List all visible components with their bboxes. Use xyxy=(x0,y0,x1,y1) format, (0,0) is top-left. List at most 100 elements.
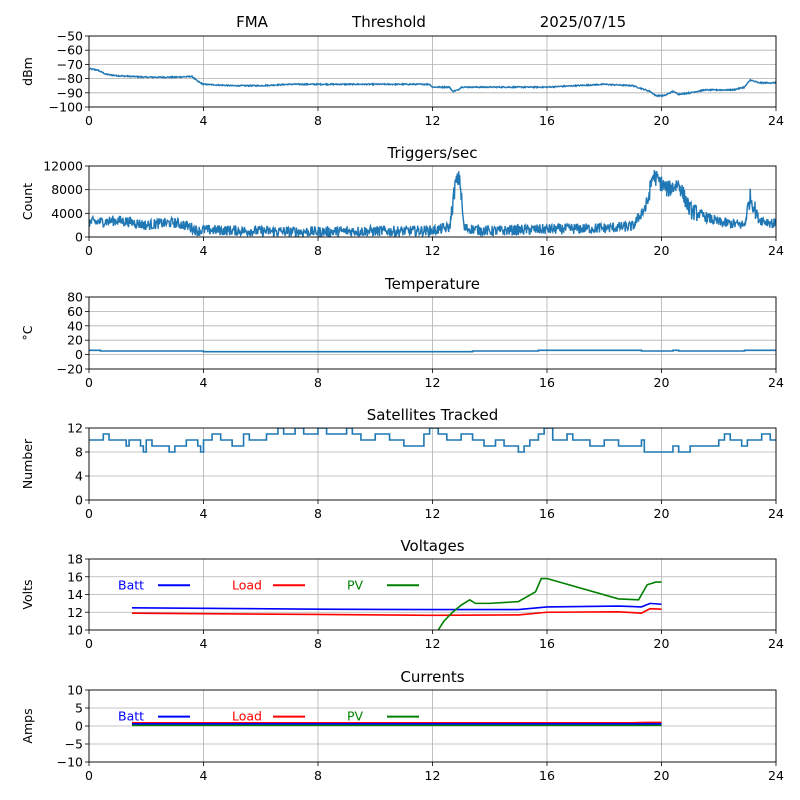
legend-label-pv: PV xyxy=(347,709,364,724)
x-tick-label: 24 xyxy=(768,113,784,128)
panel-signal: 0 4 8 12 16 20 24 −100−90−80−70−60−50 dBm xyxy=(20,29,784,129)
x-tick-label: 12 xyxy=(425,375,441,390)
header-left: FMA xyxy=(236,13,269,31)
y-tick-label: 4000 xyxy=(51,206,83,221)
series-line xyxy=(89,170,776,237)
x-tick-label: 20 xyxy=(654,768,670,783)
x-tick-label: 16 xyxy=(539,375,555,390)
x-tick-label: 20 xyxy=(654,506,670,521)
y-tick-label: 8000 xyxy=(51,182,83,197)
panel-voltages: Batt Load PV 0 4 8 12 16 20 24 10 12 14 16 18 Voltages V… xyxy=(20,537,784,651)
panel-title: Currents xyxy=(400,668,464,686)
y-tick-label: 0 xyxy=(75,347,83,362)
series-line-load xyxy=(131,607,662,617)
y-tick-label: 10 xyxy=(67,623,83,638)
y-tick-label: 60 xyxy=(67,304,83,319)
y-tick-label: −70 xyxy=(57,57,83,72)
y-tick-label: 4 xyxy=(75,469,83,484)
x-tick-label: 20 xyxy=(654,243,670,258)
x-tick-label: 0 xyxy=(85,113,93,128)
series-line xyxy=(89,428,776,453)
y-axis-label: Number xyxy=(20,438,35,489)
y-tick-label: 12 xyxy=(67,421,83,436)
legend-label-load: Load xyxy=(232,709,262,724)
x-tick-label: 16 xyxy=(539,768,555,783)
x-tick-label: 20 xyxy=(654,375,670,390)
x-tick-label: 0 xyxy=(85,636,93,651)
y-tick-label: −80 xyxy=(57,71,83,86)
y-tick-label: 0 xyxy=(75,230,83,245)
panel-title: Satellites Tracked xyxy=(367,406,498,424)
series-line-pv xyxy=(437,577,662,630)
x-tick-label: 8 xyxy=(314,243,322,258)
x-tick-label: 4 xyxy=(200,375,208,390)
x-tick-label: 20 xyxy=(654,113,670,128)
y-tick-label: 40 xyxy=(67,318,83,333)
y-tick-label: 18 xyxy=(67,552,83,567)
x-tick-label: 24 xyxy=(768,768,784,783)
header-right: 2025/07/15 xyxy=(540,13,626,31)
x-tick-label: 16 xyxy=(539,506,555,521)
y-tick-label: −20 xyxy=(57,362,83,377)
y-axis-label: Amps xyxy=(20,708,35,743)
y-tick-label: 14 xyxy=(67,587,83,602)
x-tick-label: 4 xyxy=(200,768,208,783)
x-tick-label: 12 xyxy=(425,506,441,521)
x-tick-label: 0 xyxy=(85,375,93,390)
x-tick-label: 4 xyxy=(200,243,208,258)
x-tick-label: 4 xyxy=(200,113,208,128)
x-tick-label: 4 xyxy=(200,636,208,651)
panel-currents: Batt Load PV 0 4 8 12 16 20 24 −10 −5 0 5 10 Currents Am… xyxy=(20,668,784,783)
x-tick-label: 0 xyxy=(85,768,93,783)
x-tick-label: 16 xyxy=(539,113,555,128)
x-tick-label: 24 xyxy=(768,506,784,521)
y-tick-label: −100 xyxy=(49,100,83,115)
y-tick-label: 10 xyxy=(67,683,83,698)
y-tick-label: 0 xyxy=(75,493,83,508)
x-tick-label: 12 xyxy=(425,636,441,651)
panel-title: Triggers/sec xyxy=(387,144,478,162)
legend-label-batt: Batt xyxy=(118,709,144,724)
x-tick-label: 24 xyxy=(768,636,784,651)
x-tick-label: 8 xyxy=(314,768,322,783)
y-tick-label: 80 xyxy=(67,290,83,305)
y-tick-label: 5 xyxy=(75,701,83,716)
panel-satellites: 0 4 8 12 16 20 24 0 4 8 12 Satellites Tracked Number xyxy=(20,406,784,521)
y-axis-label: °C xyxy=(20,325,35,340)
x-tick-label: 12 xyxy=(425,113,441,128)
header-center: Threshold xyxy=(351,13,426,31)
x-tick-label: 0 xyxy=(85,243,93,258)
panel-title: Voltages xyxy=(400,537,464,555)
y-tick-label: 12 xyxy=(67,605,83,620)
panel-triggers: 0 4 8 12 16 20 24 0 4000 8000 12000 Triggers/sec Cou… xyxy=(20,144,784,258)
y-axis-label: Volts xyxy=(20,579,35,609)
x-tick-label: 0 xyxy=(85,506,93,521)
x-tick-label: 8 xyxy=(314,375,322,390)
y-tick-label: 8 xyxy=(75,445,83,460)
y-tick-label: −5 xyxy=(65,737,83,752)
x-tick-label: 8 xyxy=(314,506,322,521)
x-tick-label: 4 xyxy=(200,506,208,521)
x-tick-label: 20 xyxy=(654,636,670,651)
y-axis-label: Count xyxy=(20,183,35,220)
y-tick-label: −90 xyxy=(57,85,83,100)
y-axis-label: dBm xyxy=(20,57,35,86)
y-tick-label: 16 xyxy=(67,569,83,584)
y-tick-label: −50 xyxy=(57,29,83,44)
y-tick-label: 12000 xyxy=(43,159,83,174)
series-line-batt xyxy=(131,602,662,611)
legend-label-pv: PV xyxy=(347,577,364,592)
x-tick-label: 8 xyxy=(314,636,322,651)
panel-title: Temperature xyxy=(384,275,480,293)
y-tick-label: 0 xyxy=(75,719,83,734)
legend-label-batt: Batt xyxy=(118,577,144,592)
x-tick-label: 16 xyxy=(539,636,555,651)
series-line xyxy=(89,349,776,353)
x-tick-label: 24 xyxy=(768,243,784,258)
x-tick-label: 12 xyxy=(425,768,441,783)
x-tick-label: 8 xyxy=(314,113,322,128)
x-tick-label: 16 xyxy=(539,243,555,258)
y-tick-label: 20 xyxy=(67,333,83,348)
